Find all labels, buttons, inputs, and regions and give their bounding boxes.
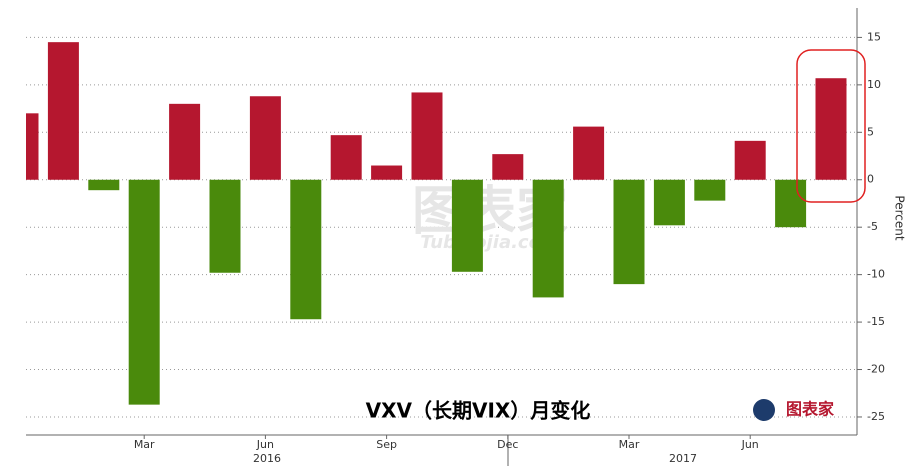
bar (451, 179, 483, 272)
bar (330, 135, 362, 180)
bar (371, 165, 403, 180)
bar (734, 140, 766, 180)
y-tick-label: 10 (867, 78, 881, 91)
bar (26, 113, 39, 180)
chart-title: VXV（长期VIX）月变化 (366, 399, 591, 423)
x-tick-label: Dec (497, 438, 518, 451)
y-tick-label: -20 (867, 363, 885, 376)
y-tick-label: -15 (867, 315, 885, 328)
y-tick-label: 0 (867, 173, 874, 186)
bar (411, 92, 443, 180)
bar (613, 179, 645, 285)
year-label: 2017 (669, 452, 697, 465)
y-axis-label: Percent (893, 195, 907, 240)
highlight (796, 49, 866, 203)
year-label: 2016 (253, 452, 281, 465)
x-tick-label: Mar (619, 438, 640, 451)
bar (128, 179, 160, 405)
y-tick-label: 15 (867, 30, 881, 43)
x-tick-label: Jun (256, 438, 274, 451)
y-tick-label: -25 (867, 410, 885, 423)
bar (694, 179, 726, 201)
bar (775, 179, 807, 228)
logo-icon (753, 399, 775, 421)
logo: 图表家 (786, 400, 835, 419)
bar (532, 179, 564, 298)
x-tick-label: Jun (741, 438, 759, 451)
bars (26, 42, 847, 405)
bar (88, 179, 120, 191)
bar (209, 179, 241, 273)
y-tick-label: 5 (867, 125, 874, 138)
y-tick-label: -10 (867, 268, 885, 281)
bar (492, 154, 524, 180)
bar (815, 78, 847, 180)
bar (290, 179, 322, 320)
bar (653, 179, 685, 226)
bar (573, 126, 605, 180)
bar (249, 96, 281, 180)
bar (47, 42, 79, 180)
x-tick-label: Sep (376, 438, 397, 451)
x-tick-label: Mar (134, 438, 155, 451)
y-tick-label: -5 (867, 220, 878, 233)
bar (169, 103, 201, 180)
